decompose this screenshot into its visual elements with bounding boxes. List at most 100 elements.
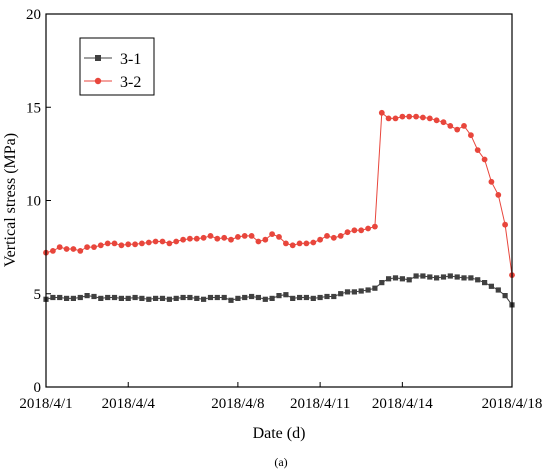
data-point (344, 229, 351, 236)
data-point (194, 295, 200, 301)
legend-marker-3-2 (94, 77, 102, 85)
data-point (481, 156, 488, 163)
data-point (91, 293, 97, 300)
data-point (427, 274, 433, 280)
data-point (118, 242, 125, 249)
data-point (344, 289, 351, 295)
data-point (331, 293, 337, 300)
data-point (406, 113, 413, 120)
data-point (447, 123, 454, 129)
data-point (173, 295, 179, 301)
y-tick-label: 15 (26, 100, 41, 116)
data-point (173, 238, 180, 245)
data-point (64, 295, 70, 301)
data-point (97, 242, 104, 249)
legend-box (79, 37, 155, 96)
data-point (502, 293, 508, 299)
y-tick-label: 10 (26, 194, 41, 210)
legend-label-3-2: 3-2 (120, 74, 141, 91)
data-point (214, 235, 221, 242)
data-point (152, 238, 159, 245)
data-point (228, 236, 234, 243)
data-point (221, 294, 227, 301)
data-point (495, 192, 502, 198)
data-point (324, 293, 330, 300)
data-point (91, 244, 97, 251)
x-axis-title: Date (d) (253, 425, 306, 442)
data-point (146, 296, 152, 302)
data-point (310, 239, 317, 246)
data-point (283, 240, 289, 247)
series-3-2 (43, 109, 515, 278)
data-point (365, 287, 371, 293)
data-point (145, 239, 152, 246)
data-point (392, 275, 399, 281)
data-point (385, 115, 392, 122)
data-point (104, 240, 111, 247)
data-point (56, 244, 63, 251)
data-point (269, 295, 275, 301)
data-point (461, 123, 467, 129)
data-point (139, 240, 145, 247)
data-point (433, 117, 440, 124)
data-point (207, 294, 214, 301)
data-point (502, 221, 508, 228)
y-tick-label: 20 (26, 7, 41, 23)
series-3-1 (43, 273, 515, 308)
data-point (303, 240, 310, 247)
data-point (406, 277, 412, 283)
data-point (399, 276, 405, 282)
data-point (132, 241, 139, 248)
data-point (351, 227, 358, 234)
data-point (482, 280, 488, 286)
data-point (50, 294, 56, 301)
data-point (221, 234, 228, 241)
x-axis: 2018/4/1 2018/4/4 2018/4/8 2018/4/11 2018/4/… (19, 382, 542, 412)
data-point (262, 236, 269, 243)
data-point (495, 287, 501, 293)
data-point (289, 242, 296, 249)
data-point (317, 294, 323, 301)
data-point (440, 274, 447, 280)
series-layer (43, 109, 515, 308)
legend: 3-1 3-2 (79, 37, 155, 96)
data-point (125, 241, 132, 248)
data-point (317, 236, 323, 243)
data-point (372, 223, 378, 230)
data-point (153, 295, 159, 301)
data-point (235, 295, 241, 301)
data-point (372, 285, 378, 291)
data-point (132, 294, 138, 301)
data-point (159, 295, 166, 301)
x-tick-label: 2018/4/11 (290, 396, 350, 412)
x-tick-label: 2018/4/4 (102, 396, 156, 412)
data-point (297, 294, 303, 301)
data-point (118, 295, 124, 301)
data-point (111, 240, 118, 247)
x-tick-label: 2018/4/14 (372, 396, 433, 412)
y-tick-label: 0 (34, 380, 42, 396)
data-point (207, 233, 214, 239)
data-point (296, 240, 303, 247)
series-line-3-1 (45, 275, 513, 306)
data-point (255, 294, 261, 301)
data-point (365, 225, 371, 232)
data-point (468, 132, 474, 139)
data-point (386, 276, 392, 282)
data-point (378, 109, 385, 116)
data-point (180, 236, 187, 243)
data-point (98, 295, 104, 301)
data-point (324, 233, 330, 239)
data-point (63, 246, 70, 252)
x-tick-label: 2018/4/8 (211, 396, 264, 412)
data-point (310, 295, 316, 301)
data-point (187, 235, 193, 242)
data-point (249, 293, 255, 300)
data-point (468, 275, 474, 281)
data-point (447, 273, 453, 279)
data-point (461, 275, 467, 281)
data-point (379, 280, 385, 286)
data-point (475, 277, 481, 283)
data-point (187, 294, 193, 301)
data-point (70, 246, 77, 252)
